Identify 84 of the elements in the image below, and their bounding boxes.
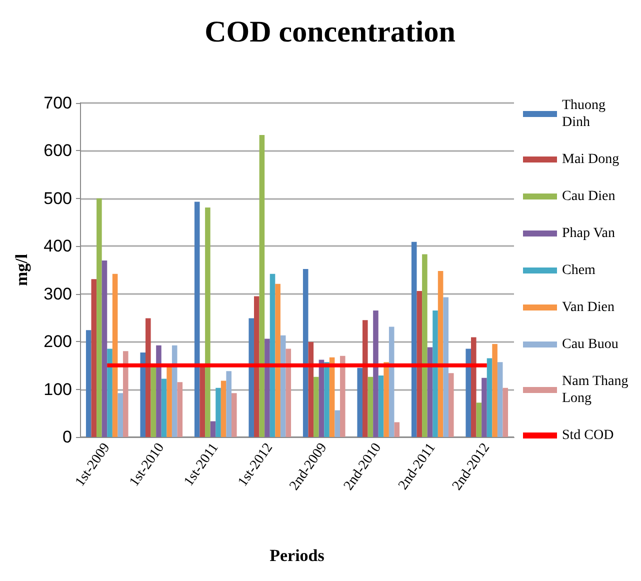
- bar: [492, 344, 498, 437]
- bar: [172, 345, 178, 437]
- bar: [432, 310, 438, 437]
- bar: [122, 351, 128, 437]
- bar: [373, 310, 378, 437]
- bar: [427, 347, 433, 437]
- bar: [368, 376, 374, 437]
- y-tick-label: 500: [44, 188, 72, 208]
- y-tick-label: 700: [44, 94, 72, 112]
- bar: [200, 365, 206, 437]
- bar: [177, 382, 183, 437]
- bar: [102, 260, 108, 437]
- legend-label: Nam Thang Long: [562, 374, 632, 406]
- bar: [384, 362, 389, 437]
- bar: [443, 297, 448, 437]
- bar: [280, 335, 286, 437]
- bar: [286, 348, 292, 437]
- x-axis-title: Periods: [270, 546, 325, 565]
- bar: [91, 279, 97, 437]
- bar: [388, 326, 394, 437]
- bar: [140, 352, 146, 437]
- bar: [161, 378, 167, 437]
- legend-label: Van Dien: [562, 300, 614, 315]
- bar: [378, 375, 384, 437]
- legend-label: Chem: [562, 263, 596, 278]
- legend-label: Std COD: [562, 428, 614, 443]
- legend-label: Cau Buou: [562, 337, 618, 352]
- bar: [118, 393, 123, 437]
- bar: [411, 242, 417, 437]
- bar: [476, 402, 482, 437]
- bar: [324, 362, 330, 437]
- bar: [205, 207, 210, 437]
- bar: [394, 422, 400, 437]
- bar: [334, 410, 340, 437]
- bar: [220, 380, 226, 437]
- bar: [146, 318, 151, 437]
- y-tick-label: 100: [44, 380, 72, 399]
- bar: [502, 388, 508, 437]
- y-tick-label: 200: [44, 332, 72, 352]
- bar: [248, 318, 254, 437]
- bar: [226, 371, 232, 437]
- bar: [210, 421, 216, 437]
- bar: [329, 357, 335, 437]
- bar: [96, 198, 102, 437]
- legend-label: Mai Dong: [562, 152, 620, 167]
- bar: [448, 373, 454, 437]
- bar: [422, 254, 428, 437]
- bar: [308, 342, 314, 437]
- y-axis-title: mg/l: [12, 254, 31, 286]
- legend-label: Thuong Dinh: [562, 98, 610, 130]
- y-tick-label: 300: [44, 284, 72, 304]
- bar: [150, 365, 156, 437]
- y-tick-label: 400: [44, 236, 72, 256]
- bar: [259, 134, 265, 437]
- bar: [302, 269, 308, 437]
- y-tick-label: 0: [62, 428, 72, 446]
- bar: [231, 393, 237, 437]
- bar: [194, 202, 200, 437]
- bar: [216, 388, 221, 437]
- bar: [156, 345, 162, 437]
- bar: [264, 338, 270, 437]
- bar: [275, 284, 280, 437]
- y-tick-label: 600: [44, 141, 72, 160]
- bar: [112, 274, 118, 437]
- bar: [362, 320, 368, 437]
- bar: [497, 362, 503, 437]
- chart-title: COD concentration: [204, 16, 456, 48]
- legend-label: Phap Van: [562, 226, 616, 241]
- bar: [314, 376, 319, 437]
- bar: [482, 378, 487, 437]
- bar: [357, 368, 363, 437]
- bar: [340, 356, 346, 437]
- bar: [270, 274, 276, 437]
- bar: [107, 348, 112, 437]
- bar: [86, 330, 92, 437]
- bar: [466, 348, 472, 437]
- bar: [254, 296, 260, 437]
- bar: [416, 290, 422, 437]
- bar: [166, 365, 172, 437]
- bar: [318, 360, 324, 437]
- bar: [471, 337, 476, 437]
- legend-label: Cau Dien: [562, 189, 616, 204]
- bar: [486, 358, 492, 437]
- bar: [438, 270, 444, 437]
